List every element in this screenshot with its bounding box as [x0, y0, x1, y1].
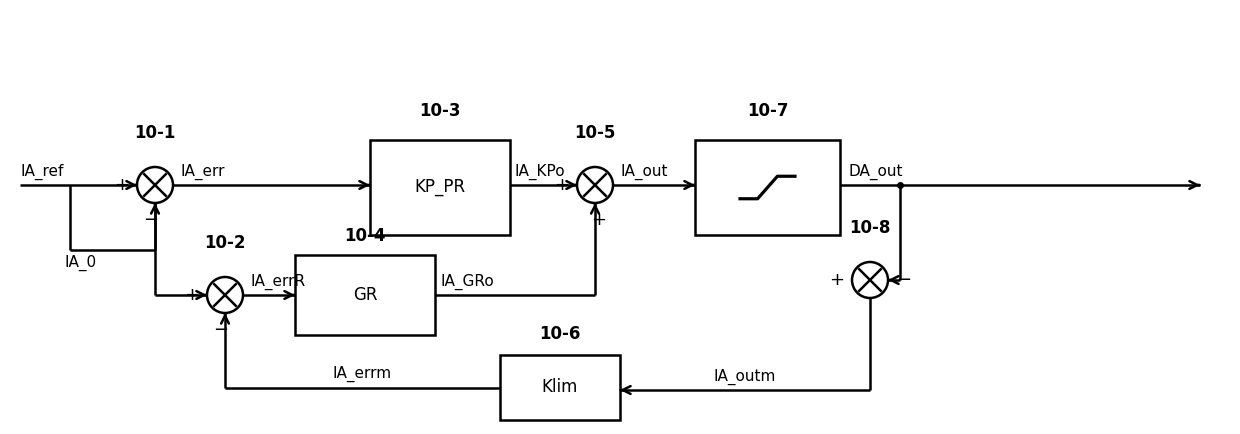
Text: 10-2: 10-2	[205, 234, 246, 252]
Bar	[694, 140, 839, 235]
Text: 10-5: 10-5	[574, 124, 616, 142]
Text: IA_0: IA_0	[64, 255, 97, 271]
Text: IA_err: IA_err	[181, 164, 226, 180]
Bar	[370, 140, 510, 235]
Bar	[295, 255, 435, 335]
Text: 10-6: 10-6	[539, 325, 580, 343]
Text: DA_out: DA_out	[848, 164, 903, 180]
Text: IA_outm: IA_outm	[714, 369, 776, 385]
Text: +: +	[591, 211, 606, 229]
Text: +: +	[554, 176, 569, 194]
Text: IA_errm: IA_errm	[332, 366, 392, 382]
Text: +: +	[830, 271, 844, 289]
Text: 10-1: 10-1	[134, 124, 176, 142]
Bar	[500, 355, 620, 420]
Text: IA_out: IA_out	[621, 164, 668, 180]
Text: 10-3: 10-3	[419, 102, 461, 120]
Text: 10-8: 10-8	[849, 219, 890, 237]
Text: Klim: Klim	[542, 378, 578, 397]
Text: −: −	[213, 321, 228, 339]
Text: IA_GRo: IA_GRo	[440, 274, 494, 290]
Text: GR: GR	[352, 286, 377, 304]
Text: 10-4: 10-4	[345, 227, 386, 245]
Text: −: −	[897, 271, 911, 289]
Text: IA_KPo: IA_KPo	[515, 164, 565, 180]
Text: +: +	[114, 176, 129, 194]
Text: +: +	[184, 286, 198, 304]
Text: −: −	[144, 211, 159, 229]
Text: IA_ref: IA_ref	[20, 164, 63, 180]
Text: IA_errR: IA_errR	[250, 274, 306, 290]
Text: 10-7: 10-7	[746, 102, 789, 120]
Text: KP_PR: KP_PR	[414, 178, 465, 197]
